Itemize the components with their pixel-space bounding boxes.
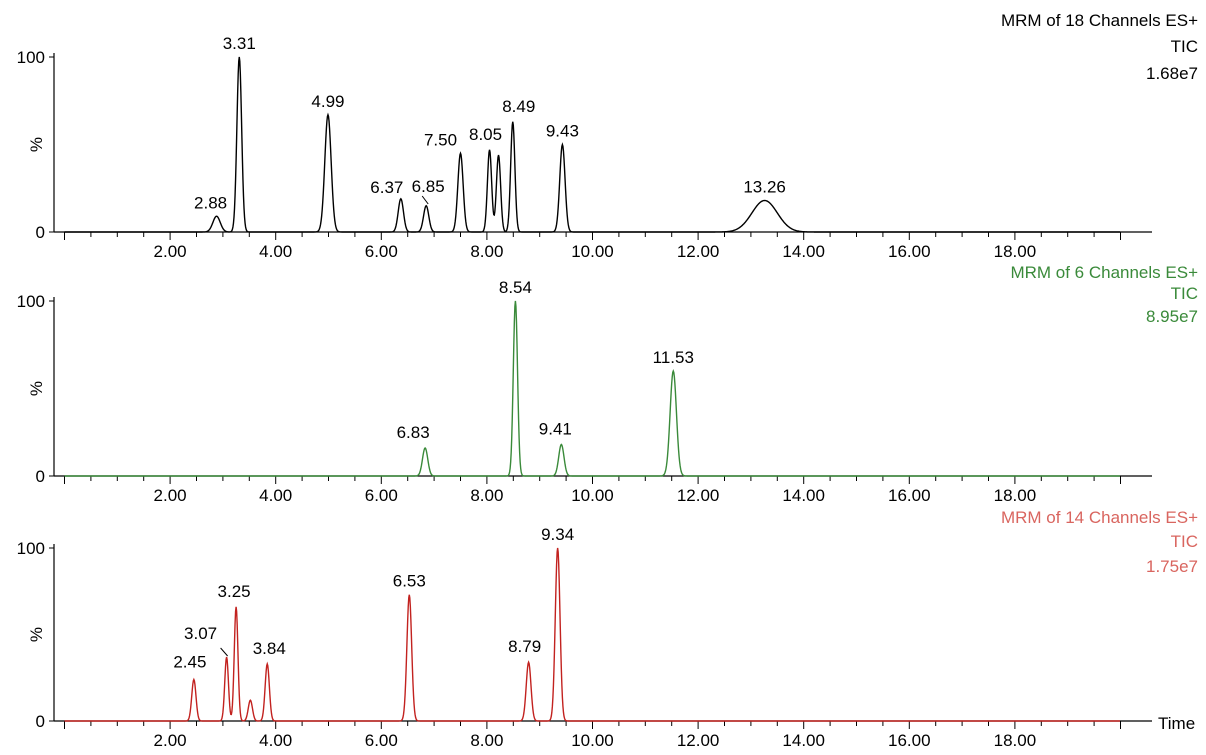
x-tick-label: 12.00 <box>677 486 720 505</box>
x-tick-label: 8.00 <box>470 242 503 261</box>
peak-label: 3.07 <box>184 624 217 643</box>
x-tick-label: 4.00 <box>259 731 292 750</box>
peak-label: 6.85 <box>412 177 445 196</box>
peak-label: 7.50 <box>424 130 457 149</box>
peak-label: 11.53 <box>653 348 694 367</box>
peak-label: 3.31 <box>223 34 256 53</box>
y-axis-label: % <box>27 137 46 152</box>
peak-label: 8.79 <box>508 637 541 656</box>
peak-label: 8.49 <box>502 97 535 116</box>
panel-header-line: MRM of 14 Channels ES+ <box>1001 508 1198 527</box>
panel-header-line: TIC <box>1171 532 1198 551</box>
x-tick-label: 14.00 <box>782 486 825 505</box>
x-tick-label: 2.00 <box>154 486 187 505</box>
panel-header-line: TIC <box>1171 284 1198 303</box>
panel-header-line: MRM of 18 Channels ES+ <box>1001 11 1198 30</box>
peak-label: 8.54 <box>499 278 532 297</box>
x-tick-label: 10.00 <box>571 242 614 261</box>
x-tick-label: 2.00 <box>154 731 187 750</box>
x-tick-label: 8.00 <box>470 731 503 750</box>
x-tick-label: 14.00 <box>782 731 825 750</box>
chart-panel-3: MRM of 14 Channels ES+ TIC 1.75e7 100 0% 2.00… <box>17 508 1198 750</box>
peak-label: 4.99 <box>311 92 344 111</box>
peak-label: 9.34 <box>541 525 574 544</box>
series-trace <box>64 547 1120 722</box>
y-tick-label: 0 <box>36 712 45 731</box>
x-tick-label: 10.00 <box>571 731 614 750</box>
x-tick-label: 18.00 <box>994 731 1037 750</box>
x-axis-label: Time <box>1158 714 1195 733</box>
peak-label: 6.83 <box>397 423 430 442</box>
peak-leader-line <box>220 647 228 657</box>
x-tick-label: 10.00 <box>571 486 614 505</box>
y-tick-label: 0 <box>36 223 45 242</box>
peak-label: 2.45 <box>173 652 206 671</box>
peak-label: 3.84 <box>253 639 286 658</box>
panel-header-line: 1.75e7 <box>1146 557 1198 576</box>
y-axis-label: % <box>27 381 46 396</box>
peak-leader-line <box>421 195 429 205</box>
peak-label: 6.53 <box>393 572 426 591</box>
x-tick-label: 14.00 <box>782 242 825 261</box>
chart-panel-1: MRM of 18 Channels ES+ TIC 1.68e7 100 0% 2.00… <box>17 11 1198 261</box>
x-tick-label: 16.00 <box>888 242 931 261</box>
x-tick-label: 4.00 <box>259 486 292 505</box>
y-tick-label: 100 <box>17 539 45 558</box>
x-tick-label: 6.00 <box>365 242 398 261</box>
series-trace <box>64 56 1120 233</box>
y-tick-label: 100 <box>17 48 45 67</box>
y-tick-label: 100 <box>17 292 45 311</box>
panel-header-line: TIC <box>1171 37 1198 56</box>
x-tick-label: 12.00 <box>677 731 720 750</box>
peak-label: 9.41 <box>539 420 572 439</box>
x-tick-label: 18.00 <box>994 486 1037 505</box>
x-tick-label: 6.00 <box>365 731 398 750</box>
x-tick-label: 16.00 <box>888 731 931 750</box>
peak-label: 2.88 <box>194 193 227 212</box>
x-tick-label: 16.00 <box>888 486 931 505</box>
chart-panel-2: MRM of 6 Channels ES+ TIC 8.95e7 100 0% 2.00 4… <box>17 263 1198 505</box>
peak-label: 8.05 <box>469 125 502 144</box>
panel-header-line: MRM of 6 Channels ES+ <box>1010 263 1198 282</box>
panel-header-line: 1.68e7 <box>1146 64 1198 83</box>
x-tick-label: 6.00 <box>365 486 398 505</box>
peak-label: 13.26 <box>743 178 786 197</box>
x-tick-label: 2.00 <box>154 242 187 261</box>
x-tick-label: 12.00 <box>677 242 720 261</box>
y-axis-label: % <box>27 627 46 642</box>
peak-label: 6.37 <box>370 178 403 197</box>
x-tick-label: 8.00 <box>470 486 503 505</box>
peak-label: 9.43 <box>546 122 579 141</box>
panel-header-line: 8.95e7 <box>1146 307 1198 326</box>
series-trace <box>64 300 1120 477</box>
peak-label: 3.25 <box>218 582 251 601</box>
x-tick-label: 18.00 <box>994 242 1037 261</box>
x-tick-label: 4.00 <box>259 242 292 261</box>
y-tick-label: 0 <box>36 467 45 486</box>
